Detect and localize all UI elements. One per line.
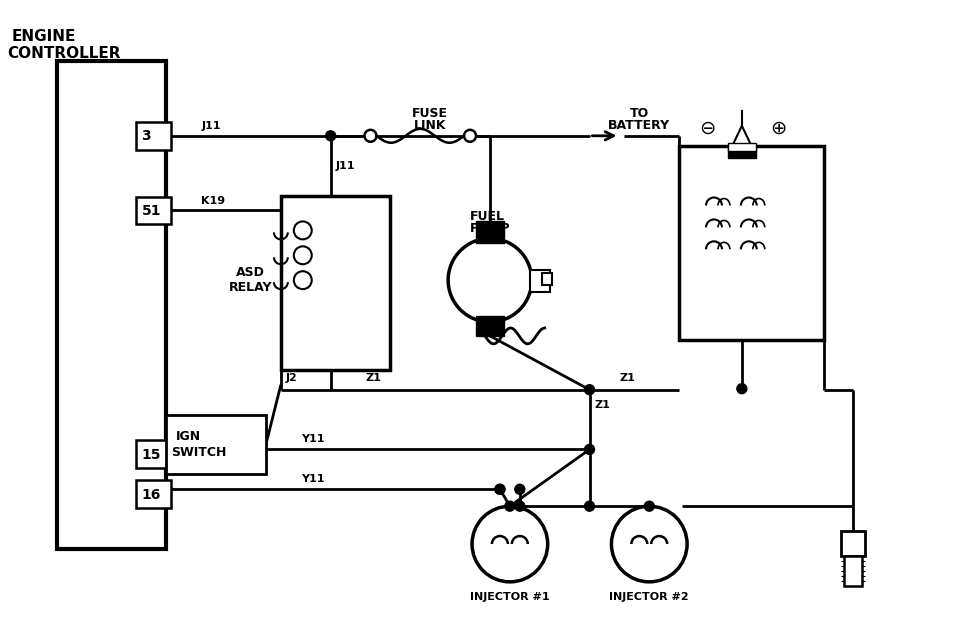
Bar	[281, 196, 391, 370]
Circle shape	[585, 385, 594, 395]
Bar	[845, 556, 862, 586]
Circle shape	[515, 485, 525, 494]
Text: BATTERY: BATTERY	[609, 119, 670, 132]
Text: J11: J11	[336, 161, 355, 171]
Text: Z1: Z1	[366, 373, 381, 383]
Text: 3: 3	[141, 129, 151, 144]
Text: LINK: LINK	[414, 119, 446, 132]
Text: 51: 51	[141, 204, 161, 218]
Text: IGN: IGN	[177, 430, 202, 443]
Text: Z1: Z1	[594, 399, 611, 410]
Text: K19: K19	[202, 196, 226, 206]
Bar	[728, 148, 756, 158]
Text: INJECTOR #1: INJECTOR #1	[470, 592, 550, 602]
Text: Z1: Z1	[619, 373, 636, 383]
Bar	[166, 415, 266, 474]
Bar	[136, 440, 171, 469]
Text: RELAY: RELAY	[229, 281, 273, 294]
Circle shape	[472, 506, 548, 582]
Circle shape	[294, 221, 312, 239]
Text: 15: 15	[141, 448, 161, 462]
Circle shape	[325, 131, 336, 141]
Bar	[136, 122, 171, 150]
Bar	[541, 273, 552, 285]
Circle shape	[365, 130, 376, 142]
Bar	[841, 531, 865, 556]
Text: INJECTOR #2: INJECTOR #2	[610, 592, 689, 602]
Circle shape	[448, 238, 532, 322]
Text: FUSE: FUSE	[412, 108, 448, 121]
Bar	[136, 197, 171, 224]
Circle shape	[585, 444, 594, 454]
Circle shape	[644, 501, 655, 511]
Text: TO: TO	[630, 108, 649, 121]
Text: SWITCH: SWITCH	[171, 446, 227, 459]
Circle shape	[515, 501, 525, 511]
Circle shape	[585, 501, 594, 511]
Text: J11: J11	[202, 121, 221, 131]
Text: 16: 16	[141, 488, 161, 502]
Polygon shape	[730, 126, 754, 151]
Circle shape	[294, 246, 312, 264]
Circle shape	[495, 485, 505, 494]
Circle shape	[495, 485, 505, 494]
Text: ⊕: ⊕	[771, 119, 787, 137]
Text: FUEL: FUEL	[470, 210, 505, 223]
Text: ⊖: ⊖	[699, 119, 715, 137]
Bar	[476, 316, 504, 336]
Bar	[728, 143, 756, 151]
Circle shape	[464, 130, 476, 142]
Bar	[530, 271, 550, 292]
Bar	[57, 61, 166, 549]
Text: PUMP: PUMP	[470, 222, 511, 235]
Text: ASD: ASD	[236, 266, 265, 279]
Circle shape	[294, 271, 312, 289]
Bar	[136, 480, 171, 508]
Bar	[476, 221, 504, 244]
Circle shape	[737, 384, 747, 394]
Circle shape	[505, 501, 515, 511]
Bar	[679, 146, 824, 340]
Text: J2: J2	[286, 373, 298, 383]
Text: Y11: Y11	[300, 474, 324, 485]
Text: Y11: Y11	[300, 435, 324, 444]
Text: CONTROLLER: CONTROLLER	[7, 46, 121, 61]
Circle shape	[612, 506, 687, 582]
Text: ENGINE: ENGINE	[12, 29, 77, 44]
